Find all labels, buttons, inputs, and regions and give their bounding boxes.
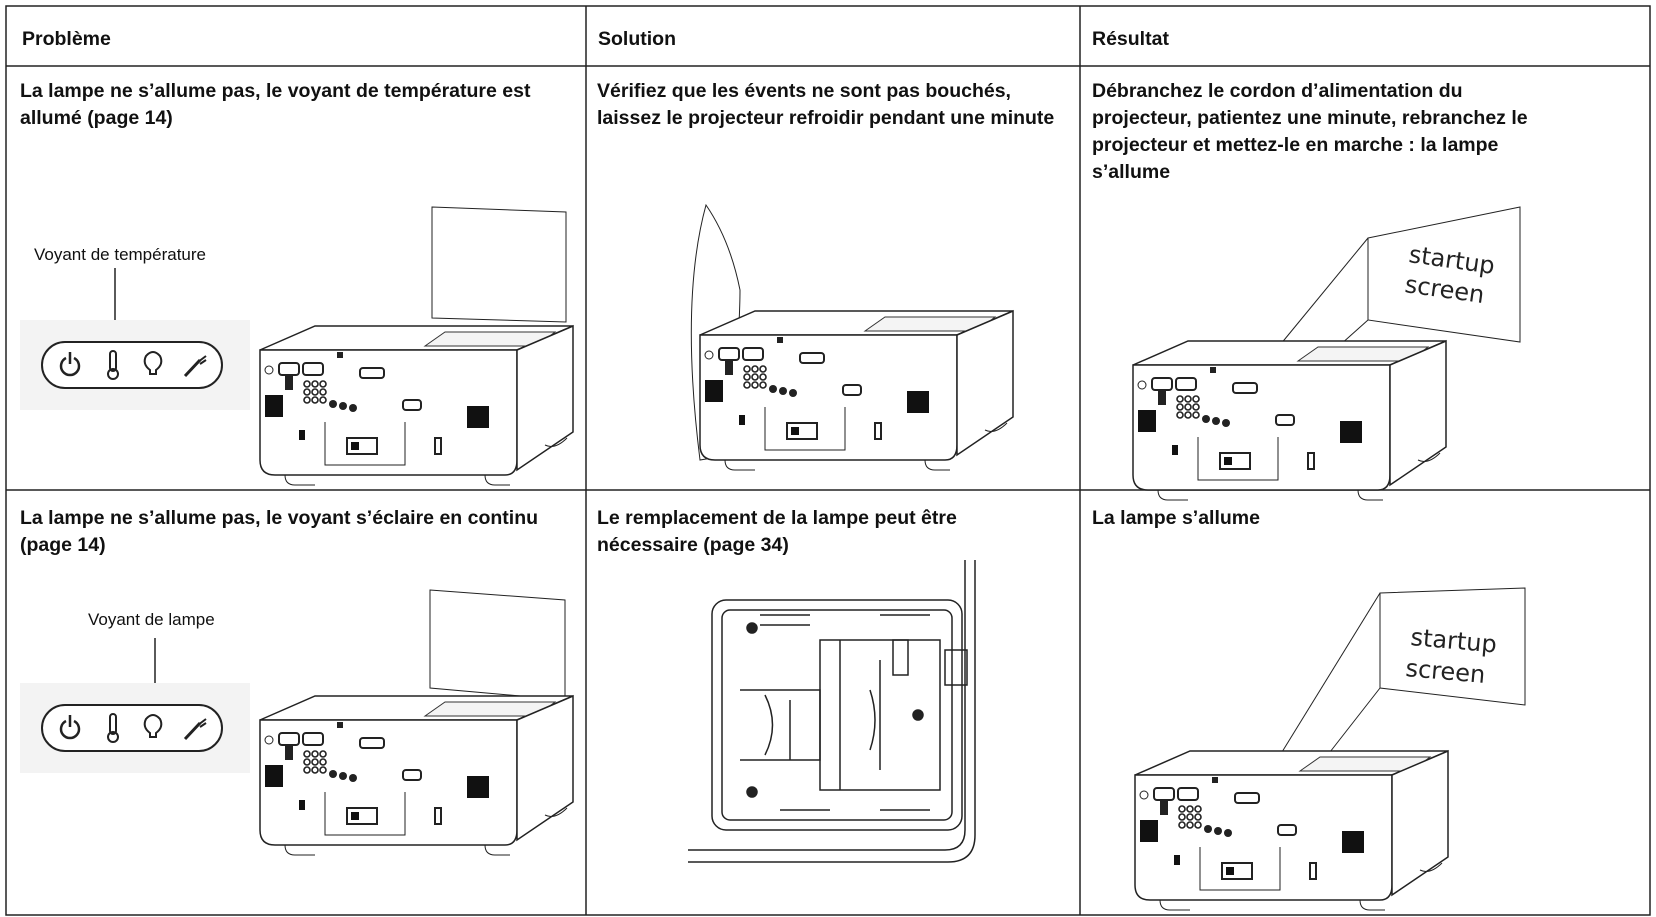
vent-figure — [690, 203, 1014, 471]
problem-text: La lampe ne s’allume pas, le voyant de t… — [20, 80, 531, 129]
header-cell: Résultat — [1092, 28, 1169, 50]
temperature-indicator-figure: Voyant de température — [20, 206, 574, 486]
screen-label: screen — [1404, 654, 1486, 689]
startup-figure: startup screen — [1132, 206, 1521, 501]
header-cell: Solution — [598, 28, 676, 50]
problem-text: La lampe ne s’allume pas, le voyant s’éc… — [20, 507, 539, 556]
indicator-label: Voyant de température — [34, 245, 206, 264]
solution-text: Vérifiez que les évents ne sont pas bouc… — [597, 80, 1055, 129]
lamp-on-figure: startup screen — [1134, 587, 1526, 911]
result-text: Débranchez le cordon d’alimentation du p… — [1092, 80, 1528, 183]
result-text: La lampe s’allume — [1092, 507, 1260, 529]
solution-text: Le remplacement de la lampe peut être né… — [597, 507, 957, 556]
header-cell: Problème — [22, 28, 111, 50]
lamp-module-figure — [688, 560, 976, 863]
indicator-label: Voyant de lampe — [88, 610, 215, 629]
lamp-indicator-figure: Voyant de lampe — [20, 589, 574, 856]
